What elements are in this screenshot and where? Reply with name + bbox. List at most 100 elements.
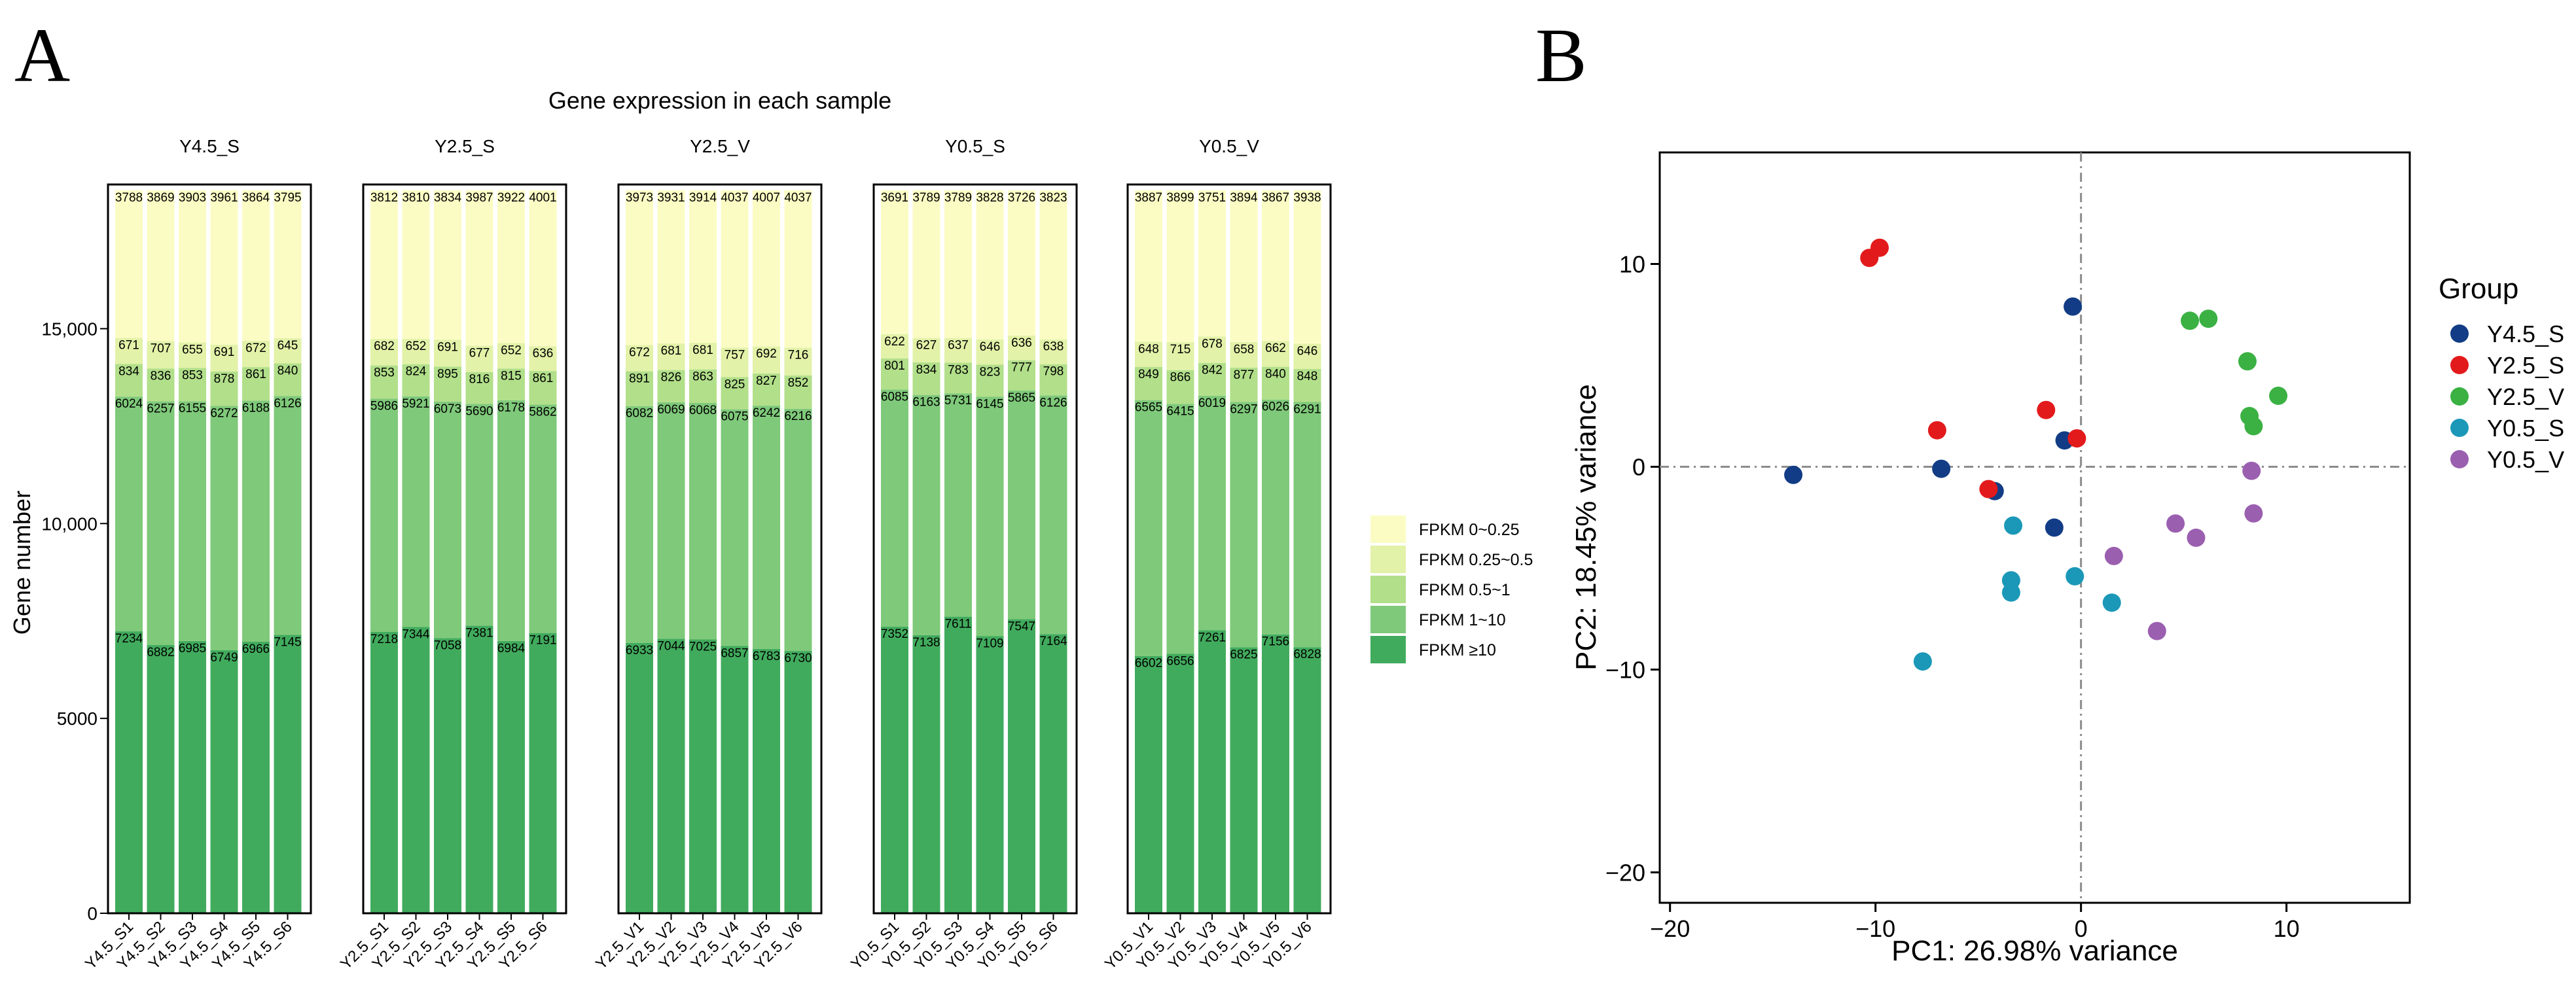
data-label: 652 [501, 344, 522, 358]
data-label: 637 [948, 339, 969, 353]
data-label: 5690 [465, 404, 493, 418]
data-label: 4037 [721, 191, 748, 205]
data-label: 662 [1265, 341, 1286, 355]
legend-label: FPKM ≥10 [1419, 641, 1496, 659]
bar-segment [626, 642, 653, 913]
bar-segment [434, 366, 461, 402]
data-label: 801 [884, 359, 905, 373]
bar-segment [753, 648, 780, 913]
data-label: 6730 [784, 652, 812, 665]
bar-segment [626, 406, 653, 643]
bar-segment [1039, 395, 1067, 635]
data-label: 6257 [147, 402, 174, 415]
data-point [2064, 297, 2083, 316]
bar-segment [465, 345, 493, 372]
data-label: 636 [533, 347, 554, 360]
data-label: 652 [406, 340, 427, 353]
data-label: 6216 [784, 410, 812, 423]
data-label: 6966 [242, 642, 270, 656]
bar-segment [626, 371, 653, 406]
legend-marker [2450, 324, 2469, 343]
data-point [2104, 546, 2123, 565]
data-point [2181, 311, 2200, 330]
bar-segment [465, 372, 493, 404]
data-label: 6984 [497, 642, 526, 656]
data-label: 4001 [529, 191, 556, 205]
bar-segment [912, 338, 940, 362]
bar-segment [1166, 654, 1194, 913]
bar-segment [1166, 190, 1194, 343]
bar-segment [976, 190, 1004, 340]
data-label: 6085 [881, 391, 908, 404]
data-label: 7547 [1008, 620, 1035, 633]
bar-segment [1039, 364, 1067, 396]
data-label: 6291 [1293, 402, 1321, 416]
bar-segment [1293, 190, 1321, 344]
data-label: 866 [1170, 371, 1191, 385]
bar-segment [274, 396, 302, 635]
bar-segment [689, 369, 717, 404]
bar-segment [147, 341, 175, 369]
data-label: 877 [1234, 368, 1255, 382]
bar-segment [689, 190, 717, 343]
legend-marker [2450, 356, 2469, 374]
bar-segment [881, 190, 908, 334]
x-tick-label: −20 [1650, 915, 1690, 942]
bar-segment [147, 368, 175, 402]
data-point [2242, 461, 2261, 480]
bar-segment [721, 347, 749, 377]
bar-segment [242, 642, 270, 913]
bar-segment [689, 403, 717, 640]
bar-segment [784, 190, 812, 348]
legend-marker [2450, 419, 2469, 437]
points [1784, 238, 2288, 671]
facet-border [872, 183, 1078, 915]
data-label: 840 [1265, 368, 1286, 381]
legend-label: FPKM 0~0.25 [1419, 521, 1520, 539]
legend-label: FPKM 0.5~1 [1419, 581, 1511, 599]
data-point [2244, 417, 2263, 436]
data-label: 6985 [179, 642, 206, 656]
bar-segment [529, 404, 557, 633]
bar-segment [1135, 367, 1162, 400]
data-label: 3867 [1262, 191, 1289, 205]
bar-segment [402, 627, 430, 913]
bar-segment [1198, 190, 1226, 337]
plot-panel [1658, 151, 2411, 904]
stacked-bar-chart: Gene expression in each sample Gene numb… [9, 87, 1533, 973]
data-label: 6026 [1262, 400, 1289, 414]
bar-segment [529, 633, 557, 913]
bar-segment [944, 190, 972, 338]
bar-segment [1293, 368, 1321, 402]
data-label: 878 [214, 372, 235, 386]
data-label: 861 [533, 372, 554, 385]
bar-segment [434, 401, 461, 638]
data-label: 682 [374, 340, 395, 353]
bar-segment [912, 190, 940, 338]
bar-segment [179, 342, 206, 368]
bar-segment [465, 625, 493, 913]
x-tick-label: 0 [2075, 915, 2088, 942]
bar-segment [657, 638, 685, 913]
data-label: 7145 [274, 635, 301, 649]
data-point [2238, 352, 2257, 371]
data-label: 6565 [1135, 401, 1162, 415]
data-label: 655 [182, 343, 203, 357]
bar-segment [1135, 656, 1162, 913]
legend-swatch [1370, 516, 1406, 543]
bar-segment [402, 338, 430, 364]
y-tick-label: 10 [1619, 251, 1645, 278]
data-label: 863 [692, 370, 713, 384]
data-label: 6073 [434, 402, 461, 416]
data-label: 627 [916, 339, 937, 353]
bar-segment [721, 409, 749, 646]
bar-segment [210, 406, 238, 650]
data-label: 6155 [179, 402, 206, 415]
bar-segment [242, 341, 270, 368]
bar-segment [881, 627, 908, 913]
data-label: 827 [756, 374, 777, 388]
data-label: 6126 [1039, 396, 1067, 410]
data-label: 7218 [370, 633, 398, 646]
bar-segment [721, 190, 749, 348]
data-label: 3961 [210, 191, 238, 205]
